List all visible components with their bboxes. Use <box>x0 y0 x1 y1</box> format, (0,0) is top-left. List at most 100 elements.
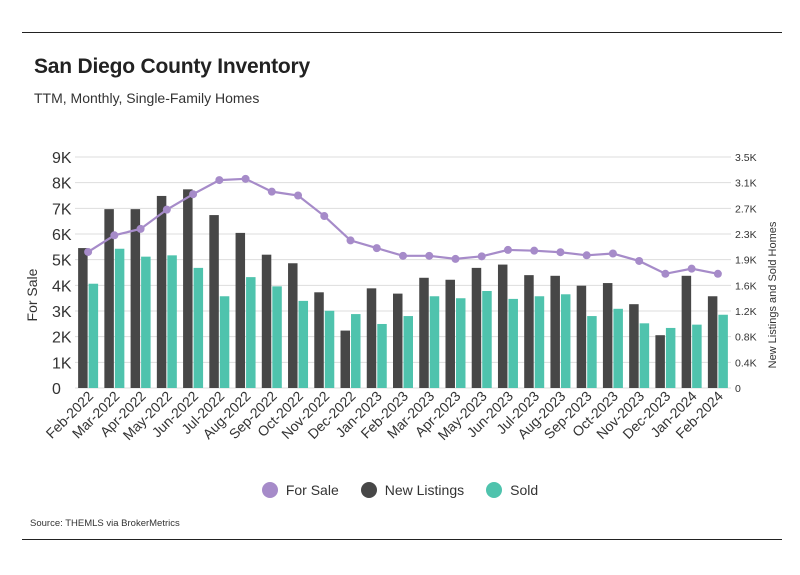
bar-new-listings <box>261 254 272 388</box>
bar-new-listings <box>78 248 88 388</box>
left-tick-label: 9K <box>52 150 72 167</box>
bar-new-listings <box>524 275 534 388</box>
bar-sold <box>508 298 518 388</box>
legend-item-new-listings[interactable]: New Listings <box>360 482 465 498</box>
for-sale-point <box>687 264 696 273</box>
bar-new-listings <box>602 283 613 388</box>
legend-item-sold[interactable]: Sold <box>486 482 538 498</box>
for-sale-point <box>136 224 145 233</box>
legend-swatch-new-listings <box>360 482 377 498</box>
right-tick-label: 0 <box>735 383 741 395</box>
bar-sold <box>692 324 702 388</box>
bar-sold <box>272 286 282 388</box>
for-sale-point <box>556 248 565 257</box>
bar-sold <box>455 298 466 388</box>
left-axis-label: For Sale <box>24 268 40 321</box>
left-axis-ticks: 0 1K 2K 3K 4K 5K 6K 7K 8K 9K <box>52 150 72 398</box>
for-sale-point <box>189 190 198 199</box>
for-sale-line <box>84 174 722 278</box>
bar-sold <box>665 327 676 388</box>
for-sale-point <box>267 187 276 196</box>
bar-new-listings <box>550 275 560 388</box>
for-sale-point <box>162 205 171 214</box>
source-note: Source: THEMLS via BrokerMetrics <box>30 518 180 529</box>
for-sale-point <box>425 251 434 260</box>
legend-item-for-sale[interactable]: For Sale <box>261 482 339 498</box>
for-sale-point <box>608 249 617 258</box>
right-tick-label: 1.6K <box>735 280 757 292</box>
right-tick-label: 1.9K <box>735 255 757 267</box>
legend-label-sold: Sold <box>510 482 539 498</box>
left-tick-label: 8K <box>52 176 72 193</box>
chart-title: San Diego County Inventory <box>34 55 310 78</box>
for-sale-point <box>713 269 722 278</box>
bar-sold <box>246 277 256 388</box>
legend-swatch-sold <box>486 482 503 498</box>
bar-new-listings <box>156 195 167 388</box>
chart-subtitle: TTM, Monthly, Single-Family Homes <box>34 90 260 106</box>
right-tick-label: 0.8K <box>735 332 757 344</box>
for-sale-point <box>84 247 93 256</box>
right-tick-label: 3.5K <box>735 152 757 164</box>
for-sale-point <box>215 176 224 185</box>
for-sale-point <box>477 252 486 261</box>
legend-label-for-sale: For Sale <box>285 482 339 498</box>
bar-new-listings <box>288 263 298 388</box>
bar-new-listings <box>340 330 351 388</box>
right-tick-label: 1.2K <box>735 306 757 318</box>
left-tick-label: 0 <box>52 381 61 398</box>
bar-sold <box>141 256 151 388</box>
bar-sold <box>167 255 177 388</box>
left-tick-label: 2K <box>52 330 72 347</box>
left-tick-label: 5K <box>52 253 72 270</box>
for-sale-point <box>451 254 460 263</box>
bar-new-listings <box>209 215 219 388</box>
for-sale-point <box>110 231 119 240</box>
bar-sold <box>482 290 492 388</box>
bar-new-listings <box>629 304 639 388</box>
for-sale-point <box>294 191 303 200</box>
bar-sold <box>639 323 650 388</box>
for-sale-point <box>241 174 250 183</box>
bar-sold <box>324 310 335 388</box>
bar-sold <box>613 308 623 388</box>
for-sale-point <box>661 269 670 278</box>
legend-label-new-listings: New Listings <box>384 482 465 498</box>
bar-new-listings <box>183 189 193 388</box>
legend-swatch-for-sale <box>261 482 278 498</box>
for-sale-point <box>346 236 355 245</box>
for-sale-point <box>530 246 539 255</box>
right-axis-ticks: 0 0.4K 0.8K 1.2K 1.6K 1.9K 2.3K 2.7K 3.1K 3.5K <box>735 152 757 395</box>
x-axis-ticks: Feb-2022Mar-2022Apr-2022May-2022Jun-2022… <box>43 388 727 443</box>
left-tick-label: 1K <box>52 355 72 372</box>
bar-sold <box>377 323 387 388</box>
right-tick-label: 3.1K <box>735 178 757 190</box>
bar-sold <box>403 316 413 388</box>
for-sale-point <box>635 256 644 265</box>
bar-new-listings <box>681 275 692 388</box>
bar-sold <box>298 300 309 388</box>
bottom-rule <box>22 539 782 540</box>
bar-new-listings <box>419 277 429 388</box>
bar-sold <box>560 294 571 388</box>
bar-new-listings <box>576 285 587 388</box>
left-tick-label: 6K <box>52 227 72 244</box>
bar-new-listings <box>655 335 665 388</box>
bar-sold <box>219 296 230 388</box>
bar-sold <box>587 316 597 388</box>
for-sale-point <box>399 251 407 260</box>
bar-sold <box>114 248 125 388</box>
bar-new-listings <box>445 279 455 388</box>
bar-new-listings <box>497 264 508 388</box>
bar-new-listings <box>471 267 482 388</box>
bar-new-listings <box>235 232 246 388</box>
for-sale-point <box>372 244 381 253</box>
left-tick-label: 7K <box>52 201 72 218</box>
for-sale-point <box>320 212 329 221</box>
legend: For Sale New Listings Sold <box>0 482 800 498</box>
bar-sold <box>193 267 204 388</box>
left-tick-label: 3K <box>52 304 72 321</box>
bar-sold <box>429 296 440 388</box>
for-sale-point <box>503 245 512 254</box>
